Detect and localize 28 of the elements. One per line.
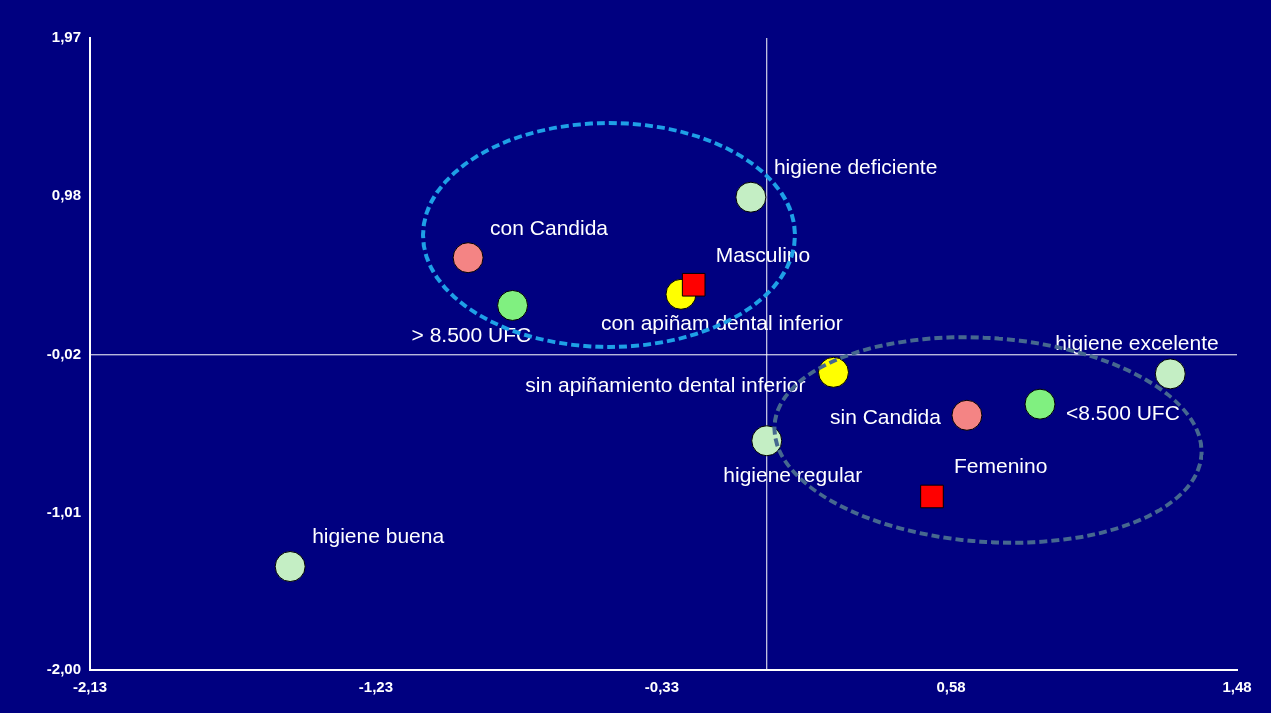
- y-tick-label: 1,97: [51, 28, 81, 46]
- series-label: higiene buena: [312, 524, 445, 548]
- series-label: sin Candida: [830, 405, 942, 429]
- point: [274, 551, 306, 583]
- point: [452, 242, 484, 274]
- series-label: Femenino: [953, 454, 1048, 478]
- x-tick-label: -0,33: [644, 678, 680, 696]
- point: [1154, 358, 1186, 390]
- series-label: higiene deficiente: [773, 154, 938, 178]
- point: [735, 181, 767, 213]
- point: [817, 356, 849, 388]
- point: [1024, 388, 1056, 420]
- point: [497, 289, 529, 321]
- x-tick-label: -2,13: [72, 678, 108, 696]
- series-label: <8.500 UFC: [1066, 400, 1180, 424]
- y-tick-label: -0,02: [46, 344, 81, 362]
- point: [920, 484, 944, 509]
- y-tick-label: -1,01: [46, 502, 81, 520]
- y-tick-label: 0,98: [51, 185, 81, 203]
- x-tick-label: 1,48: [1222, 678, 1252, 696]
- y-tick-label: -2,00: [46, 660, 81, 678]
- point: [751, 425, 783, 457]
- point: [681, 272, 706, 297]
- point: [951, 399, 983, 431]
- x-tick-label: 0,58: [936, 678, 966, 696]
- series-label: higiene excelente: [1055, 330, 1219, 354]
- series-label: con Candida: [490, 216, 609, 240]
- x-tick-label: -1,23: [358, 678, 394, 696]
